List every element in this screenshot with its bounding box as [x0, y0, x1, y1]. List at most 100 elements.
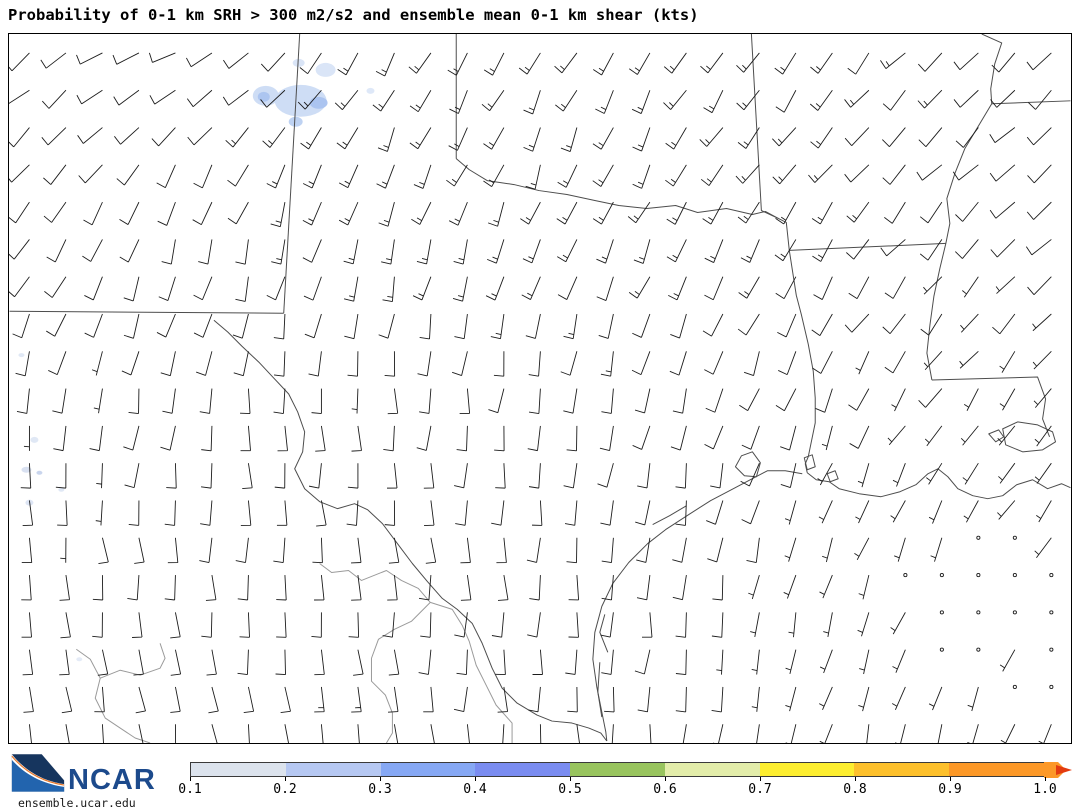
- wind-barb: [858, 686, 870, 712]
- colorbar-tick-label: 0.1: [178, 782, 202, 797]
- wind-barb: [157, 201, 176, 226]
- colorbar-tick: [475, 777, 476, 781]
- wind-barb: [967, 724, 979, 743]
- wind-barb: [61, 686, 73, 714]
- wind-barb: [967, 686, 979, 712]
- wind-barb: [1028, 89, 1052, 110]
- wind-barb: [174, 724, 177, 743]
- calm-station-dot: [976, 573, 981, 578]
- wind-barb: [302, 164, 322, 189]
- mexico-border-e: [100, 643, 166, 679]
- wind-barb: [237, 575, 249, 601]
- wind-barb: [846, 239, 870, 260]
- wind-barb: [12, 313, 30, 339]
- footer: NCAR ensemble.ucar.edu 0.1 0.2 0.3 0.4 0.5 0.…: [0, 744, 1080, 810]
- wind-barb: [387, 388, 399, 415]
- wind-barb: [892, 649, 906, 673]
- wind-barb: [740, 239, 760, 263]
- wind-barb: [240, 388, 251, 414]
- wind-barb: [528, 351, 541, 377]
- wind-barb: [918, 388, 943, 408]
- wind-barb: [235, 239, 249, 265]
- wind-barb: [382, 276, 395, 302]
- wind-barb: [1027, 164, 1052, 184]
- wind-barb: [672, 575, 687, 601]
- wind-barb: [448, 127, 468, 151]
- wind-barb: [493, 351, 505, 377]
- wind-barb: [748, 574, 760, 600]
- wind-barb: [149, 89, 176, 105]
- wind-barb: [566, 537, 578, 564]
- wind-barb: [411, 201, 432, 225]
- wind-barb: [170, 649, 182, 676]
- wind-barb: [158, 276, 176, 301]
- wind-barb: [990, 239, 1016, 258]
- wind-barb: [237, 649, 249, 676]
- wind-barb: [813, 276, 833, 300]
- wind-barb: [48, 351, 67, 376]
- border-ms-la-pearl: [931, 376, 1051, 438]
- wind-barb: [1025, 239, 1052, 256]
- wind-barb: [1034, 537, 1052, 558]
- corpus-bay: [599, 614, 609, 653]
- wind-barb: [785, 724, 797, 743]
- wind-barb: [998, 462, 1016, 484]
- rio-grande: [213, 319, 608, 742]
- map-area: [8, 33, 1072, 744]
- wind-barb: [916, 164, 943, 181]
- wind-barb: [884, 276, 906, 299]
- colorbar-tick-label: 0.2: [273, 782, 297, 797]
- wind-barb: [788, 612, 797, 638]
- wind-barb: [347, 351, 359, 377]
- calm-station-dot: [1049, 610, 1054, 615]
- wind-barb: [880, 52, 906, 69]
- wind-barb: [21, 575, 32, 601]
- wind-barb: [920, 313, 943, 336]
- wind-barb: [91, 351, 103, 376]
- calm-station-dot: [976, 647, 981, 652]
- wind-barb: [665, 164, 687, 187]
- wind-barb: [1032, 313, 1052, 332]
- wind-barb: [565, 649, 578, 675]
- wind-barb: [423, 463, 435, 489]
- wind-barb: [859, 649, 870, 675]
- site-url: ensemble.ucar.edu: [18, 796, 136, 810]
- wind-barb: [491, 612, 505, 638]
- matagorda-bay: [652, 505, 687, 526]
- wind-barb: [314, 575, 325, 601]
- wind-barb: [490, 313, 505, 340]
- wind-barb: [892, 463, 906, 487]
- wind-barb: [857, 463, 870, 488]
- mexico-border-a: [370, 602, 431, 743]
- wind-barb: [57, 500, 68, 526]
- wind-barbs-layer: [9, 52, 1054, 743]
- wind-barb: [633, 239, 651, 264]
- wind-barb: [672, 388, 687, 414]
- wind-barb: [1026, 127, 1052, 146]
- wind-barb: [418, 649, 432, 675]
- wind-barb: [156, 313, 176, 338]
- wind-barb: [96, 463, 103, 489]
- border-ok-ar: [750, 34, 779, 219]
- colorbar-segment: [380, 763, 476, 776]
- wind-barb: [65, 724, 70, 743]
- wind-barb: [239, 612, 250, 638]
- wind-barb: [275, 649, 286, 676]
- wind-barb: [413, 164, 432, 189]
- wind-barb: [302, 239, 322, 263]
- wind-barb: [700, 52, 724, 74]
- wind-barb: [347, 463, 359, 489]
- wind-barb: [890, 500, 906, 523]
- wind-barb: [775, 276, 797, 300]
- wind-barb: [193, 276, 213, 301]
- colorbar-tick-label: 0.5: [558, 782, 582, 797]
- wind-barb: [167, 537, 179, 564]
- mexico-border-c: [319, 563, 431, 603]
- wind-barb: [83, 201, 103, 226]
- wind-barb: [772, 127, 797, 147]
- wind-barb: [300, 127, 322, 150]
- wind-barb: [388, 686, 399, 713]
- wind-barb: [554, 52, 578, 74]
- wind-barb: [9, 201, 30, 224]
